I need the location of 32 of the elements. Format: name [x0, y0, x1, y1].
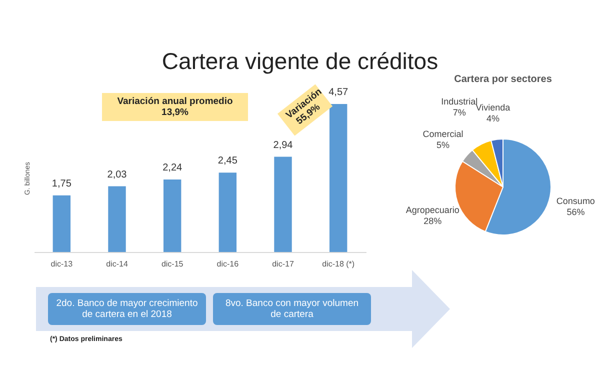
note-box: Variación anual promedio 13,9%: [102, 93, 248, 121]
x-tick-label: dic-17: [272, 260, 294, 268]
slice-label: Industrial: [441, 96, 478, 106]
slice-label: Vivienda: [476, 102, 510, 113]
bar: [329, 104, 348, 252]
chart-title: Cartera vigente de créditos: [160, 48, 440, 75]
slice-label: Consumo: [556, 196, 595, 206]
data-label: 1,75: [52, 178, 72, 190]
bar: [108, 186, 126, 252]
bar: [52, 195, 71, 252]
slice-label: Agropecuario: [406, 204, 460, 215]
data-label: 2,03: [107, 169, 128, 180]
x-tick-label: dic-16: [216, 260, 240, 268]
data-label: 2,94: [273, 140, 294, 151]
slice-label: Comercial: [422, 129, 464, 140]
data-label: 5%: [436, 140, 450, 150]
data-label: 4%: [486, 114, 500, 124]
bar: [218, 172, 237, 252]
text: 8vo. Banco con mayor volumen de cartera: [213, 293, 371, 325]
data-label: 2,24: [162, 162, 182, 174]
data-label: 7%: [452, 107, 466, 118]
data-label: 56%: [566, 206, 585, 217]
x-tick-label: dic-15: [161, 260, 184, 268]
chart-title: Cartera por sectores: [454, 74, 552, 85]
data-label: 28%: [424, 216, 442, 226]
x-tick-label: dic-13: [50, 260, 74, 268]
bar: [274, 156, 292, 252]
x-tick-label: dic-14: [106, 260, 128, 268]
bar: [163, 179, 182, 252]
x-tick-label: dic-18 (*): [322, 260, 355, 268]
data-label: 2,45: [218, 156, 238, 167]
text: 2do. Banco de mayor crecimiento de cartera en el 2018: [48, 293, 206, 325]
